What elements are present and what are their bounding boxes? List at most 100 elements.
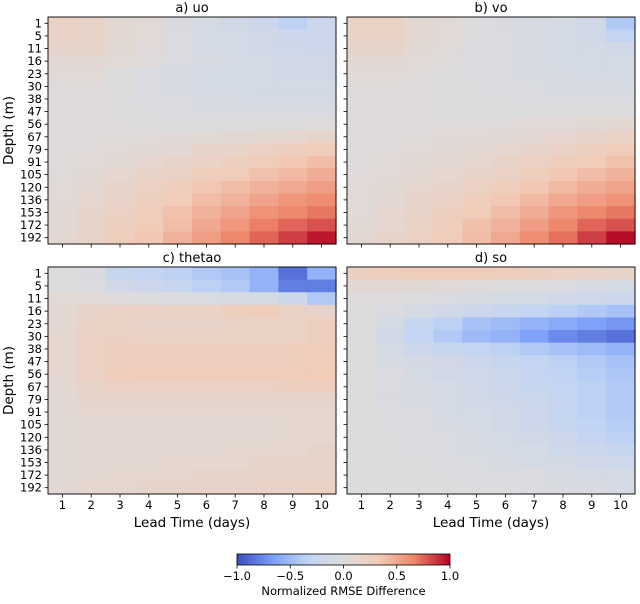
- heatmap-cell: [76, 330, 107, 344]
- heatmap-cell: [491, 17, 521, 31]
- heatmap-cell: [134, 481, 164, 495]
- heatmap-cell: [462, 231, 492, 245]
- heatmap-cell: [134, 380, 164, 394]
- heatmap-cell: [404, 443, 434, 457]
- heatmap-cell: [134, 17, 164, 31]
- heatmap-cell: [577, 130, 607, 144]
- heatmap-cell: [278, 355, 308, 369]
- heatmap-cell: [192, 54, 222, 69]
- heatmap-cell: [278, 42, 308, 56]
- heatmap-cell: [404, 355, 434, 369]
- heatmap-cell: [347, 17, 377, 31]
- heatmap-cell: [48, 130, 78, 144]
- heatmap-cell: [48, 67, 78, 81]
- heatmap-cell: [577, 418, 607, 432]
- heatmap-cell: [48, 418, 78, 432]
- y-axis-label: Depth (m): [1, 96, 17, 165]
- heatmap-cell: [163, 418, 193, 432]
- heatmap-cell: [606, 130, 636, 144]
- heatmap-cell: [375, 17, 406, 31]
- heatmap-cell: [491, 279, 521, 293]
- heatmap-cell: [278, 143, 308, 157]
- heatmap-cell: [548, 380, 578, 394]
- heatmap-cell: [134, 67, 164, 81]
- heatmap-cell: [491, 168, 521, 182]
- heatmap-cell: [134, 80, 164, 94]
- heatmap-cell: [278, 468, 308, 482]
- heatmap-cell: [192, 430, 222, 445]
- heatmap-cell: [220, 330, 251, 344]
- heatmap-cell: [220, 443, 251, 457]
- heatmap-cell: [548, 393, 578, 407]
- heatmap-cell: [491, 218, 521, 232]
- heatmap-cell: [347, 279, 377, 293]
- heatmap-cell: [307, 105, 337, 119]
- heatmap-cell: [433, 42, 463, 56]
- heatmap-cell: [220, 54, 251, 69]
- x-tick-label: 7: [232, 498, 239, 512]
- heatmap-cell: [192, 443, 222, 457]
- heatmap-cell: [192, 180, 222, 195]
- heatmap-cell: [105, 67, 135, 81]
- heatmap-cell: [134, 92, 164, 106]
- x-axis-label: Lead Time (days): [134, 515, 250, 531]
- heatmap-cell: [606, 430, 636, 445]
- heatmap-cell: [577, 193, 607, 207]
- heatmap-cell: [163, 168, 193, 182]
- heatmap-cell: [220, 143, 251, 157]
- heatmap-cell: [519, 443, 550, 457]
- heatmap-cell: [76, 317, 107, 331]
- y-tick-label: 67: [27, 130, 42, 144]
- heatmap-cell: [548, 342, 578, 356]
- heatmap-cell: [76, 17, 107, 31]
- y-tick-label: 47: [27, 355, 42, 369]
- heatmap-cell: [462, 117, 492, 132]
- heatmap-cell: [548, 42, 578, 56]
- heatmap-cell: [278, 430, 308, 445]
- heatmap-cell: [105, 155, 135, 169]
- heatmap-cell: [375, 317, 406, 331]
- heatmap-cell: [278, 67, 308, 81]
- heatmap-cell: [491, 468, 521, 482]
- heatmap-cell: [519, 54, 550, 69]
- heatmap-cell: [249, 117, 279, 132]
- colorbar-tick-label: −0.5: [276, 569, 304, 583]
- heatmap-cell: [375, 130, 406, 144]
- heatmap-cell: [404, 29, 434, 43]
- heatmap-cell: [433, 67, 463, 81]
- heatmap-cell: [577, 405, 607, 419]
- heatmap-cell: [163, 180, 193, 195]
- heatmap-cell: [519, 67, 550, 81]
- heatmap-cell: [491, 405, 521, 419]
- heatmap-cell: [76, 29, 107, 43]
- heatmap-cell: [192, 418, 222, 432]
- x-tick-label: 10: [613, 498, 628, 512]
- heatmap-cell: [278, 206, 308, 220]
- y-tick-label: 47: [27, 105, 42, 119]
- panel-frame: [346, 16, 636, 245]
- heatmap-cell: [48, 355, 78, 369]
- heatmap-cell: [404, 267, 434, 281]
- heatmap-cell: [307, 117, 337, 132]
- heatmap-cell: [433, 317, 463, 331]
- heatmap-cell: [404, 42, 434, 56]
- heatmap-cell: [404, 17, 434, 31]
- heatmap-cell: [577, 180, 607, 195]
- heatmap-cell: [519, 206, 550, 220]
- heatmap-cell: [548, 430, 578, 445]
- heatmap-cell: [577, 117, 607, 132]
- heatmap-cell: [105, 117, 135, 132]
- heatmap-cell: [462, 481, 492, 495]
- heatmap-cell: [347, 29, 377, 43]
- heatmap-cell: [220, 380, 251, 394]
- heatmap-cell: [375, 393, 406, 407]
- heatmap-cell: [606, 155, 636, 169]
- heatmap-cell: [163, 443, 193, 457]
- heatmap-cell: [347, 405, 377, 419]
- heatmap-cell: [48, 231, 78, 245]
- heatmap-cell: [404, 130, 434, 144]
- heatmap-cell: [462, 130, 492, 144]
- y-tick-label: 5: [35, 279, 42, 293]
- heatmap-cell: [548, 468, 578, 482]
- colorbar-tick-label: 0.0: [334, 569, 352, 583]
